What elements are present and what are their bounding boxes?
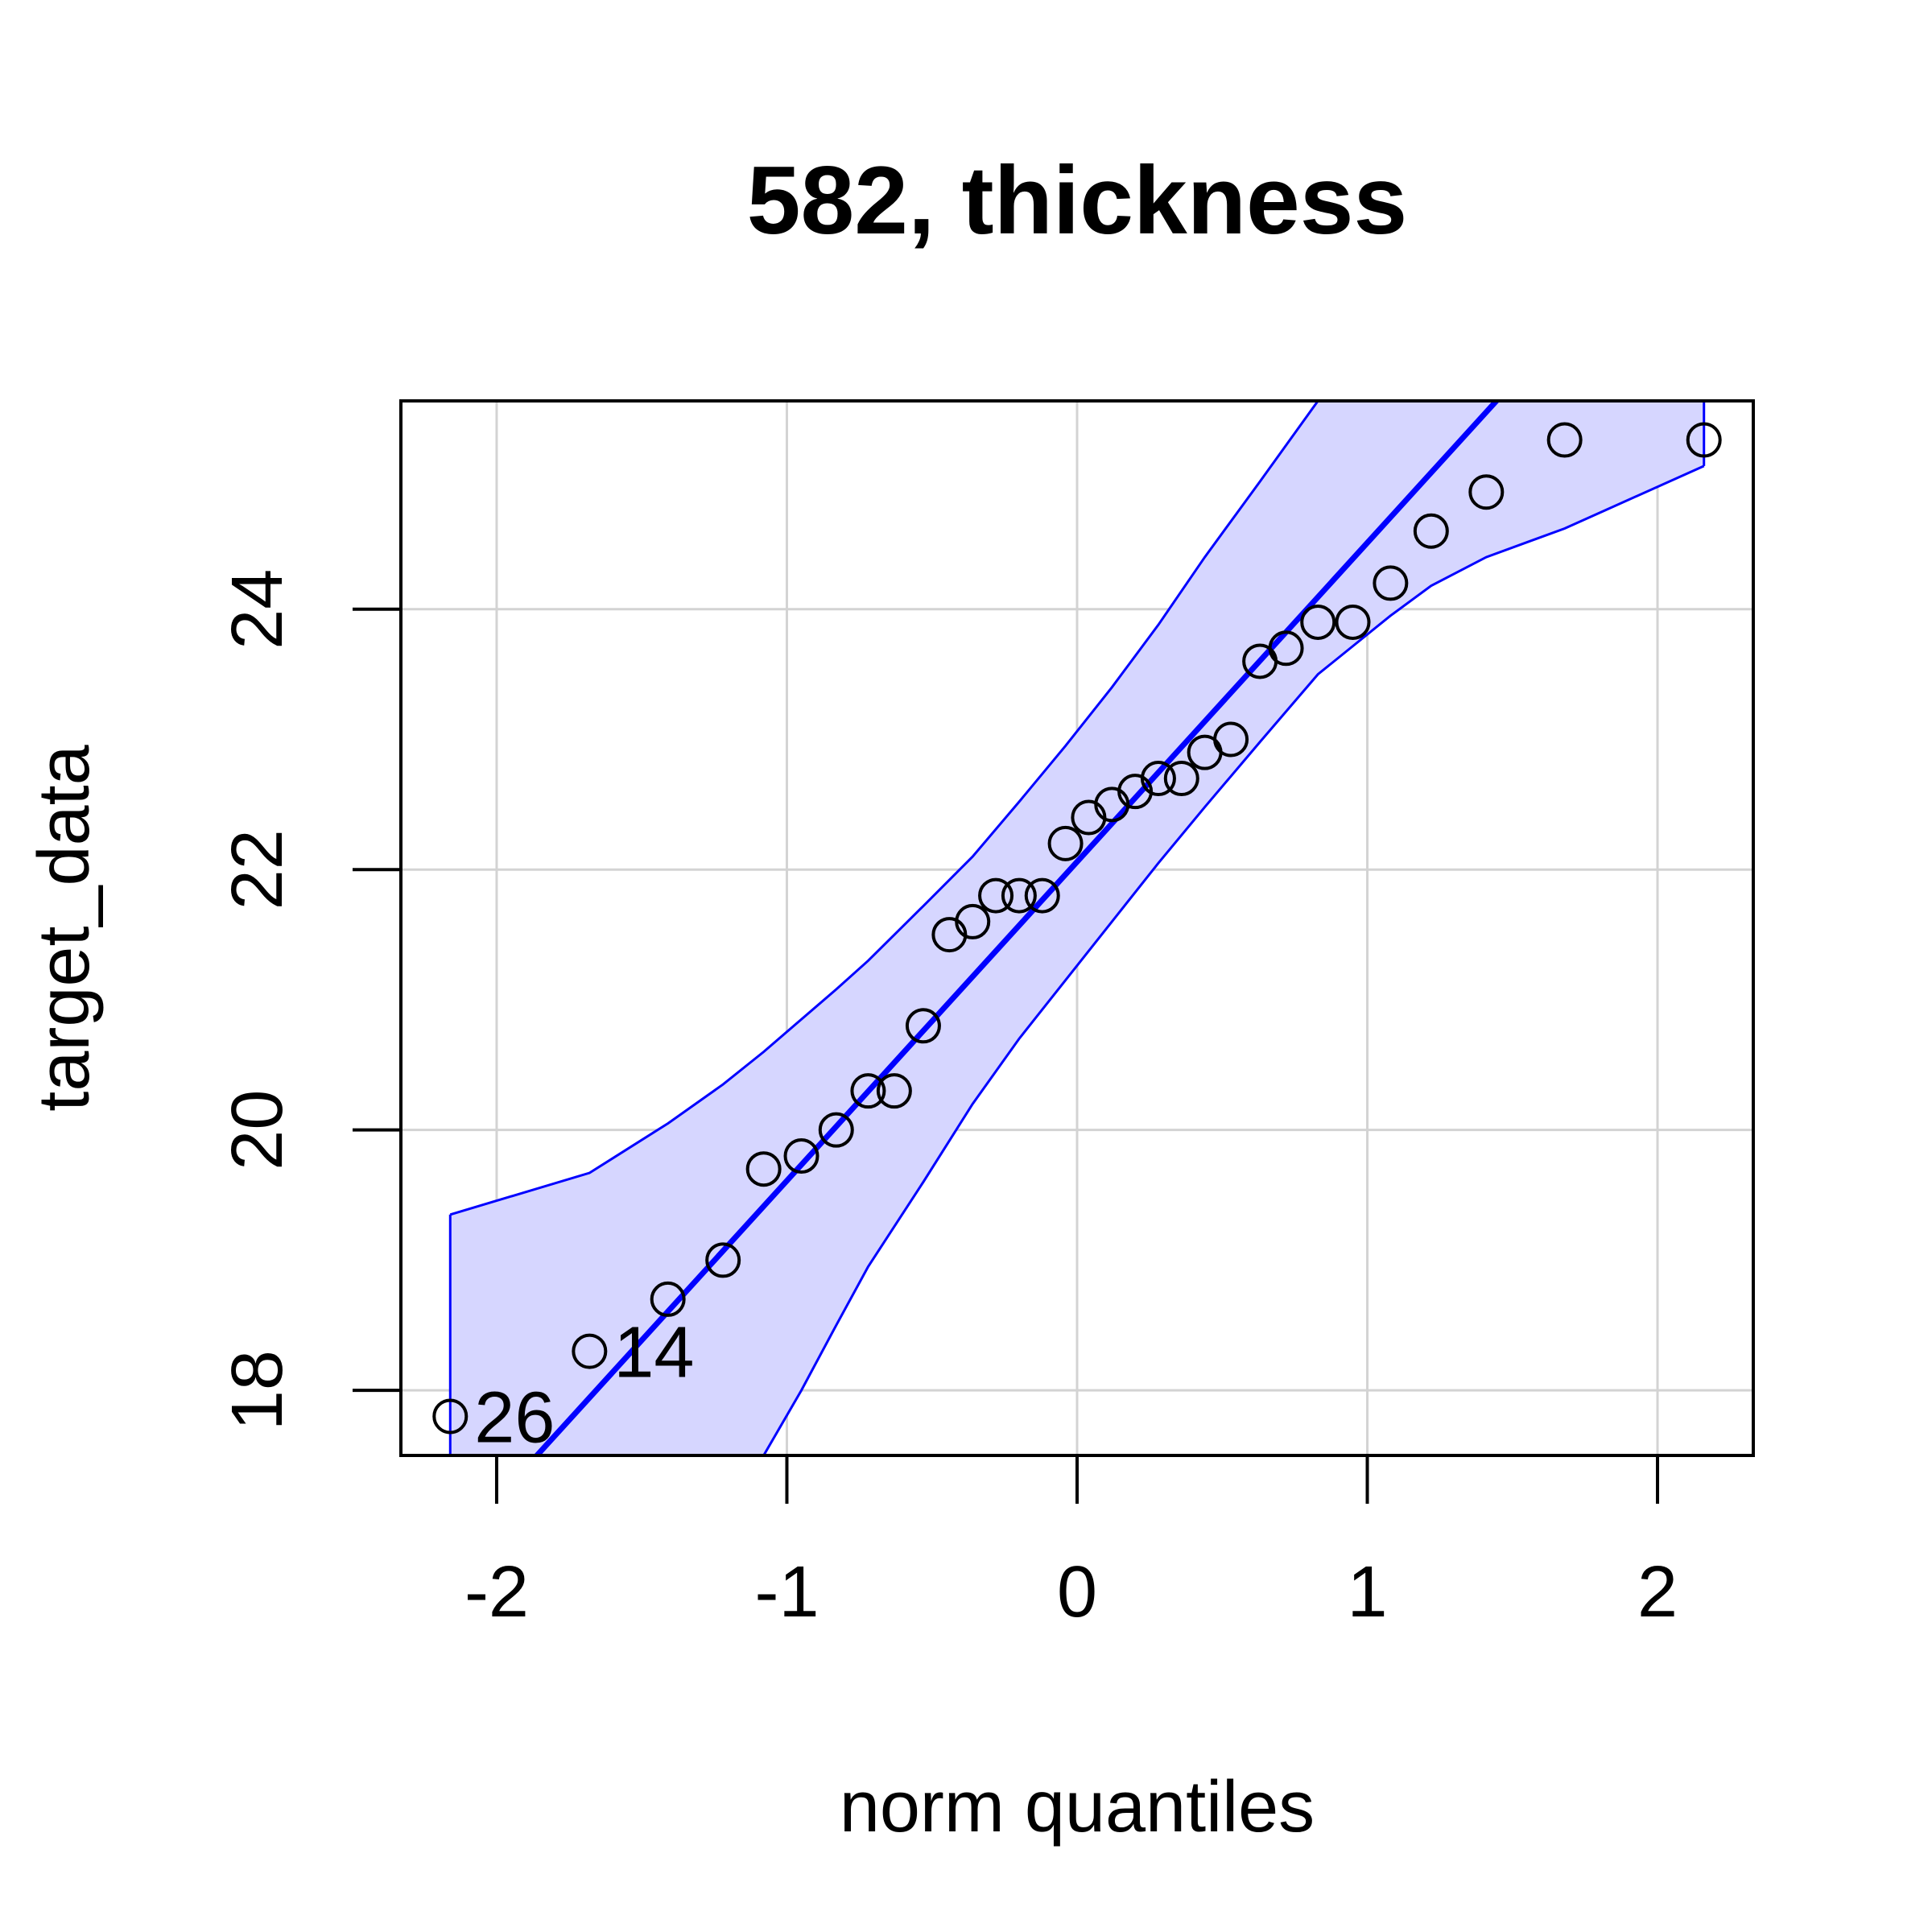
- envelope-fill: [450, 401, 1704, 1455]
- data-point-24: [1268, 630, 1304, 667]
- data-point-0: [432, 1398, 469, 1435]
- data-point-5: [783, 1138, 819, 1174]
- envelope-lower-line: [762, 464, 1705, 1455]
- reference-line-group: [533, 401, 1501, 1455]
- data-point-31: [1686, 422, 1722, 458]
- data-point-7: [850, 1073, 886, 1109]
- data-point-14: [1024, 877, 1060, 914]
- x-axis-label: norm quantiles: [840, 1767, 1315, 1847]
- data-point-12: [978, 877, 1014, 914]
- data-point-27: [1373, 565, 1409, 601]
- y-axis-label: target_data: [24, 744, 105, 1111]
- data-point-2: [650, 1281, 686, 1317]
- y-tick-label-1: 20: [217, 1090, 298, 1170]
- x-tick-label-0: -2: [464, 1552, 529, 1633]
- data-point-3: [705, 1242, 741, 1278]
- x-tick-label-4: 2: [1637, 1552, 1678, 1633]
- envelope-upper-line: [449, 401, 1320, 1216]
- x-tick-label-3: 1: [1347, 1552, 1387, 1633]
- data-point-13: [1001, 877, 1037, 914]
- x-axis: -2 -1 0 1 2: [464, 1454, 1678, 1633]
- point-annotations: 26 14: [474, 1313, 694, 1459]
- data-point-11: [955, 903, 991, 939]
- chart-title: 582, thickness: [747, 147, 1408, 254]
- point-annotation-0: 26: [474, 1377, 555, 1458]
- reference-line: [533, 401, 1501, 1455]
- data-point-4: [745, 1151, 782, 1187]
- data-point-19: [1140, 761, 1176, 797]
- y-tick-label-2: 22: [217, 829, 298, 910]
- y-tick-label-0: 18: [217, 1350, 298, 1430]
- data-point-1: [572, 1333, 608, 1369]
- data-point-26: [1335, 604, 1371, 640]
- x-tick-label-1: -1: [754, 1552, 819, 1633]
- data-point-22: [1213, 721, 1249, 758]
- data-point-28: [1413, 513, 1449, 549]
- data-point-30: [1546, 422, 1583, 458]
- point-annotation-1: 14: [613, 1313, 694, 1393]
- data-point-20: [1163, 761, 1199, 797]
- confidence-envelope: [448, 401, 1706, 1455]
- x-tick-label-2: 0: [1057, 1552, 1097, 1633]
- data-point-29: [1468, 474, 1505, 510]
- data-point-8: [876, 1073, 912, 1109]
- data-point-9: [905, 1008, 941, 1044]
- data-point-15: [1047, 825, 1084, 861]
- data-point-25: [1300, 604, 1336, 640]
- y-axis: 18 20 22 24: [217, 569, 402, 1430]
- data-point-6: [818, 1112, 854, 1148]
- data-points: [432, 422, 1722, 1435]
- y-tick-label-3: 24: [217, 569, 298, 650]
